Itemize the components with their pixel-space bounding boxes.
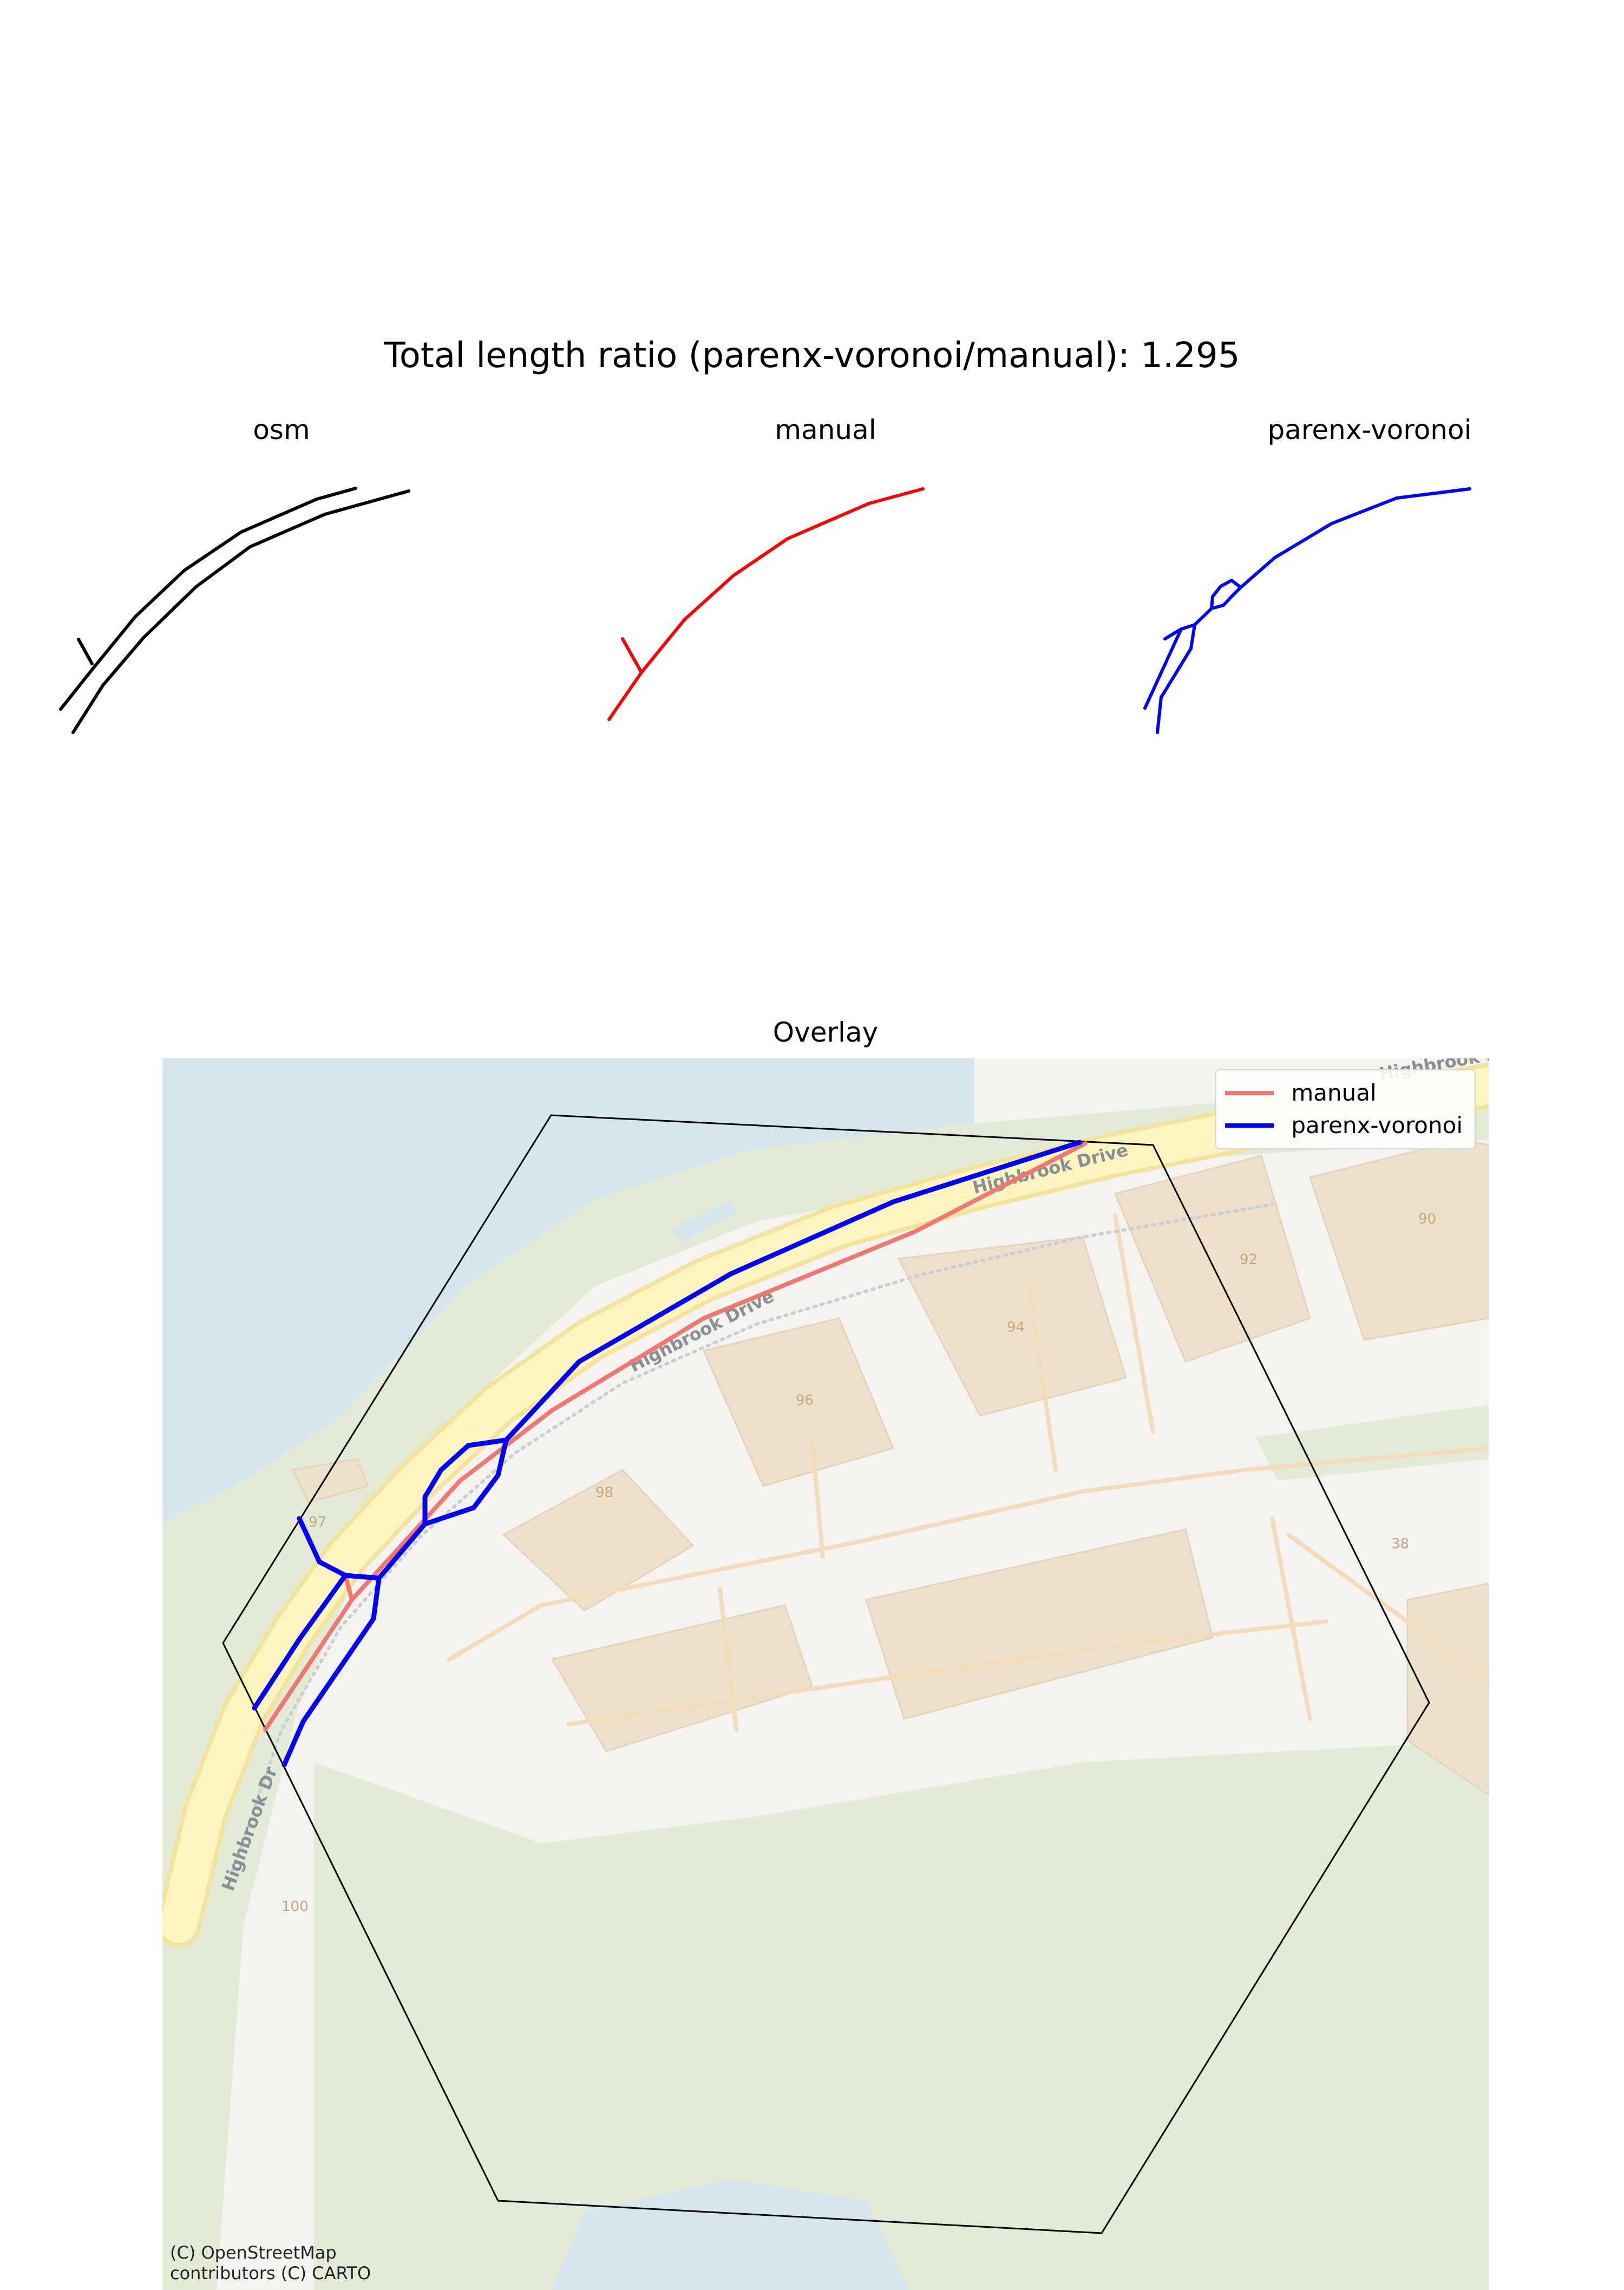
legend-label-parenx-voronoi: parenx-voronoi	[1291, 1112, 1463, 1139]
building-98	[502, 1469, 695, 1612]
overlay-title: Overlay	[772, 1017, 879, 1048]
parenx-voronoi-network-panel	[1143, 487, 1471, 734]
manual-spur	[621, 637, 643, 674]
panel-title-osm: osm	[253, 414, 310, 446]
building-label-38: 38	[1391, 1536, 1409, 1552]
water-inlet-small	[671, 1199, 736, 1242]
building-label-94: 94	[1007, 1319, 1025, 1336]
south-park	[314, 1741, 1489, 2290]
building-92	[1114, 1155, 1311, 1363]
building-label-98: 98	[595, 1484, 613, 1501]
legend-item-parenx-voronoi: parenx-voronoi	[1225, 1109, 1463, 1142]
building-label-96: 96	[796, 1392, 814, 1409]
basemap: 90 92 94 96 98 97 38 100 Highbrook Drive…	[162, 1058, 1489, 2290]
osm-spur	[77, 638, 94, 665]
parenx-voronoi-overlay-lines	[252, 1140, 1083, 1768]
buildings	[291, 1139, 1489, 1796]
building-label-100: 100	[281, 1899, 309, 1915]
parenx-spur	[1163, 627, 1183, 640]
osm-road-north	[59, 487, 357, 711]
sidewalk-dotted	[231, 1203, 1274, 1872]
river-water	[162, 1058, 974, 1524]
osm-network-panel	[59, 487, 410, 734]
legend-swatch-manual	[1225, 1091, 1274, 1095]
study-area-hexagon	[222, 1114, 1430, 2234]
map-attribution: (C) OpenStreetMap contributors (C) CARTO	[170, 2242, 371, 2284]
osm-road-south	[71, 489, 410, 734]
parenx-main-road	[1239, 487, 1471, 589]
parenx-loop	[1210, 579, 1242, 610]
figure-title: Total length ratio (parenx-voronoi/manua…	[384, 336, 1240, 376]
overlay-map[interactable]: 90 92 94 96 98 97 38 100 Highbrook Drive…	[162, 1058, 1489, 2290]
overlay-legend: manual parenx-voronoi	[1215, 1069, 1476, 1149]
building-label-97: 97	[309, 1514, 326, 1530]
legend-item-manual: manual	[1225, 1077, 1463, 1109]
building-94	[897, 1236, 1127, 1417]
building-label-90: 90	[1418, 1211, 1436, 1227]
legend-swatch-parenx-voronoi	[1225, 1123, 1274, 1128]
building-label-92: 92	[1240, 1252, 1258, 1268]
manual-network-panel	[607, 487, 925, 721]
south-water	[552, 2179, 909, 2290]
water-inlet	[769, 1088, 931, 1140]
parenx-branch-south	[1156, 623, 1196, 734]
panel-title-manual: manual	[775, 414, 876, 446]
legend-label-manual: manual	[1291, 1079, 1377, 1106]
panel-title-parenx-voronoi: parenx-voronoi	[1267, 414, 1472, 446]
manual-overlay-lines	[263, 1141, 1088, 1732]
building-96	[702, 1317, 895, 1487]
footpaths	[447, 1213, 1489, 1732]
parenx-branch-north	[1143, 607, 1213, 710]
manual-road-centerline	[607, 487, 925, 721]
